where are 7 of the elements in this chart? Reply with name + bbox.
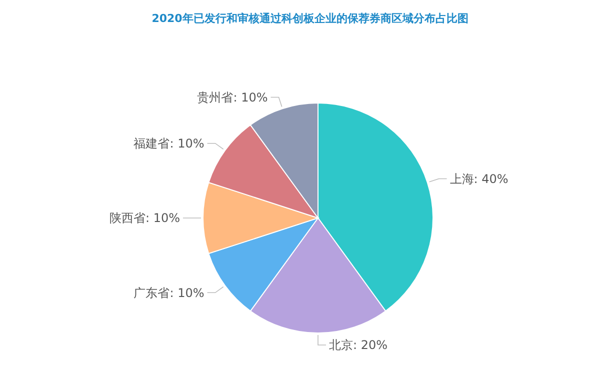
slice-label: 陕西省: 10% [109,211,180,226]
chart-title: 2020年已发行和审核通过科创板企业的保荐券商区域分布占比图 [152,12,468,25]
slice-label: 北京: 20% [329,338,388,352]
slice-label: 广东省: 10% [134,286,204,300]
slice-label: 贵州省: 10% [197,90,268,104]
slice-label: 福建省: 10% [134,136,204,151]
slice-label: 上海: 40% [450,172,508,186]
